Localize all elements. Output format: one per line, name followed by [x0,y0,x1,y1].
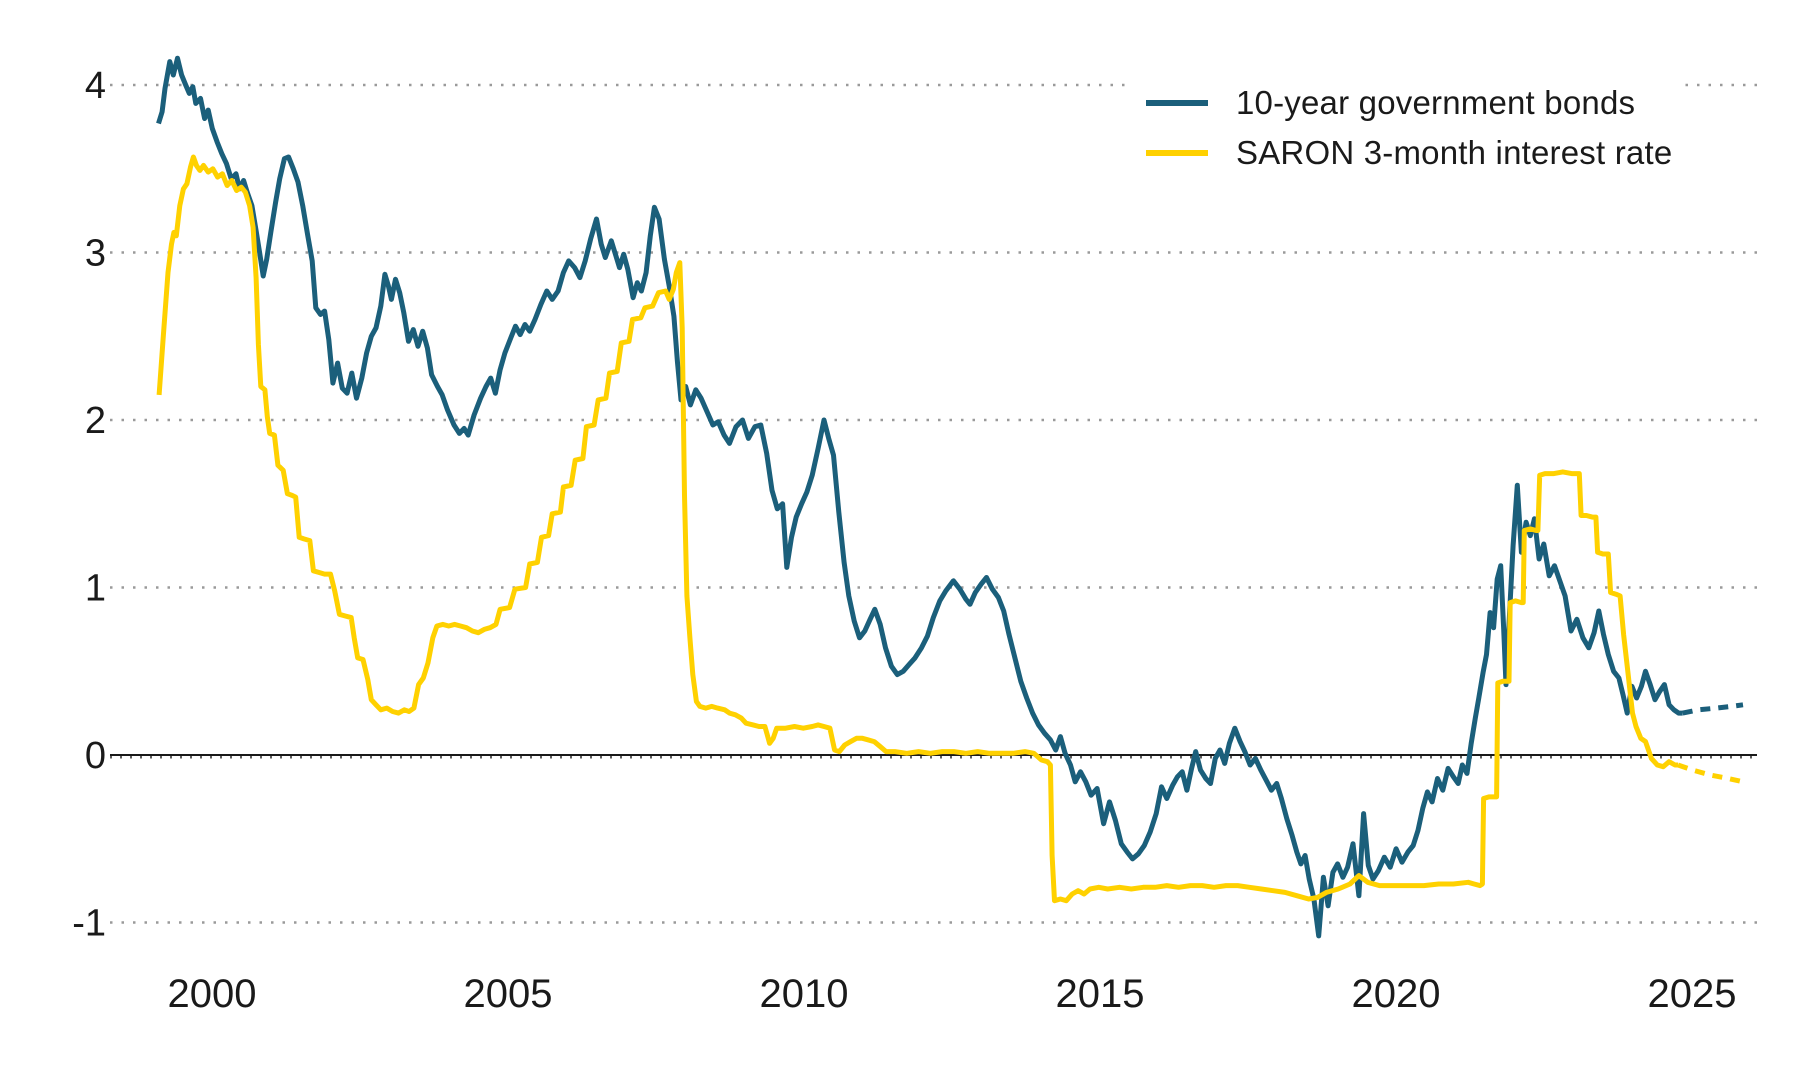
x-tick-label: 2020 [1352,972,1441,1016]
gridlines [110,83,1757,924]
saron-forecast-line [1677,762,1744,785]
bonds-line-swatch [1146,100,1208,106]
legend-item-saron: SARON 3-month interest rate [1146,128,1672,178]
x-tick-label: 2010 [760,972,849,1016]
x-tick-label: 2005 [464,972,553,1016]
y-tick-label: 0 [85,735,106,777]
x-tick-label: 2015 [1056,972,1145,1016]
y-tick-label: 1 [85,568,106,610]
chart-legend: 10-year government bonds SARON 3-month i… [1128,72,1683,188]
x-axis-labels: 2000 2005 2010 2015 2020 2025 [168,972,1737,1016]
legend-item-bonds: 10-year government bonds [1146,78,1672,128]
y-tick-label: 3 [85,233,106,275]
saron-line [156,154,1678,904]
bonds-forecast-line [1682,702,1744,716]
y-tick-label: -1 [72,903,106,945]
legend-label-saron: SARON 3-month interest rate [1236,134,1673,171]
legend-label-bonds: 10-year government bonds [1236,84,1636,121]
x-tick-label: 2000 [168,972,257,1016]
x-tick-label: 2025 [1648,972,1737,1016]
y-axis-labels: 4 3 2 1 0 -1 [72,65,106,945]
y-tick-label: 4 [85,65,106,107]
series-lines [156,55,1744,939]
bonds-line [156,55,1683,939]
y-tick-label: 2 [85,400,106,442]
saron-line-swatch [1146,150,1208,156]
